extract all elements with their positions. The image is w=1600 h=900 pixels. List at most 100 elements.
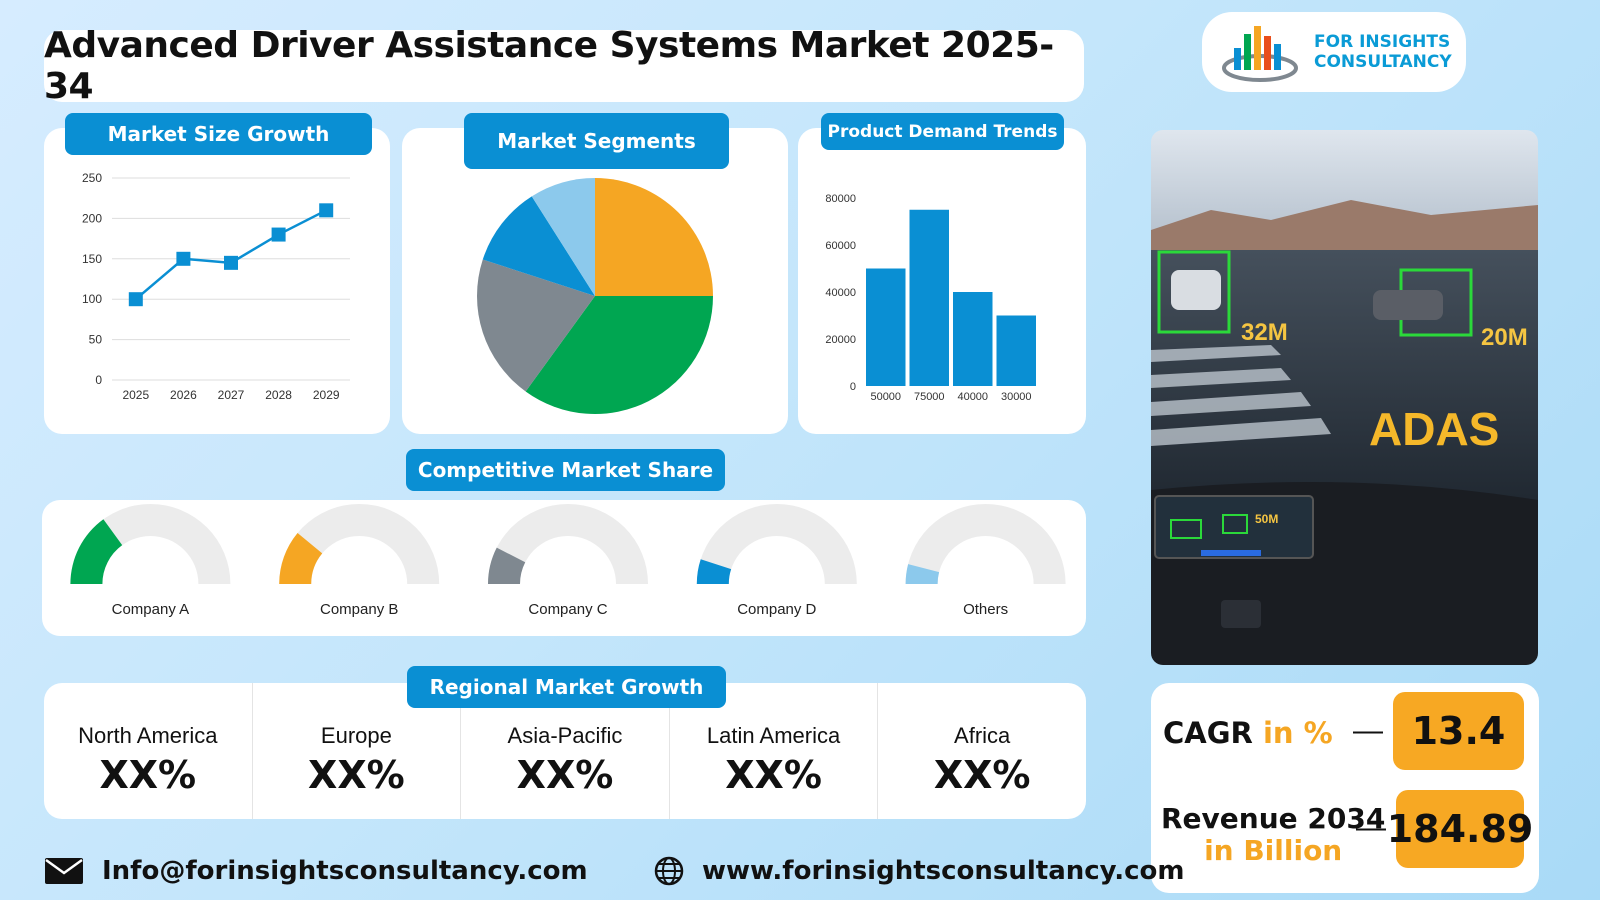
footer-email[interactable]: Info@forinsightsconsultancy.com	[44, 856, 588, 886]
revenue-dash: —	[1356, 811, 1386, 844]
cagr-unit: in %	[1262, 716, 1333, 750]
region-cell: Latin America XX%	[670, 683, 879, 819]
region-name: Africa	[954, 723, 1011, 748]
pie-slice	[482, 196, 595, 296]
region-value: XX%	[725, 753, 822, 797]
product-demand-card: 0 20000 40000 60000 80000 50000 75000 40000 3000…	[798, 128, 1086, 434]
logo[interactable]: FOR INSIGHTS CONSULTANCY	[1202, 12, 1466, 92]
x-tick-label: 2028	[265, 388, 292, 402]
y-tick-label: 200	[82, 211, 102, 225]
page-title: Advanced Driver Assistance Systems Marke…	[44, 25, 1054, 107]
data-point	[319, 203, 334, 218]
revenue-value: 184.89	[1387, 790, 1533, 868]
gauge-track	[70, 504, 231, 584]
globe-icon	[654, 856, 684, 886]
series-line	[134, 209, 327, 301]
kpi-card: CAGR in % — 13.4 Revenue 2034 in Billion…	[1151, 683, 1539, 893]
gauge-label: Company C	[528, 601, 607, 618]
adas-dashboard-image: 32M 20M ADAS 50M	[1151, 130, 1538, 665]
bar	[953, 292, 993, 386]
y-tick-label: 0	[850, 381, 856, 393]
y-tick-label: 50	[89, 333, 103, 347]
photo-label-adas: ADAS	[1369, 403, 1499, 455]
gauge-track	[696, 504, 857, 584]
market-segments-pie-chart	[477, 178, 713, 414]
region-name: Asia-Pacific	[507, 723, 623, 748]
region-cell: North America XX%	[44, 683, 253, 819]
region-name: North America	[78, 723, 218, 748]
gauge-track	[488, 504, 648, 584]
competitive-share-gauges: Company A Company B Company C Company D Othe…	[70, 504, 1066, 618]
region-value: XX%	[308, 753, 405, 797]
gauge-track	[279, 504, 440, 584]
logo-text: FOR INSIGHTS CONSULTANCY	[1314, 32, 1452, 72]
cagr-label: CAGR in %	[1163, 716, 1333, 750]
y-tick-label: 80000	[825, 193, 856, 205]
gauge-fill	[279, 533, 323, 584]
gauge-fill	[70, 519, 123, 584]
cagr-text: CAGR	[1163, 716, 1253, 750]
adas-road-illustration: 32M 20M ADAS 50M	[1151, 130, 1538, 665]
x-tick-label: 2027	[218, 388, 245, 402]
region-value: XX%	[99, 753, 197, 797]
x-tick-label: 2025	[122, 388, 149, 402]
cagr-dash: —	[1353, 714, 1383, 747]
gauge-label: Company B	[320, 601, 398, 618]
y-tick-label: 40000	[825, 287, 856, 299]
y-tick-label: 250	[82, 171, 102, 185]
x-tick-label: 75000	[914, 391, 945, 403]
pie-slice	[525, 296, 713, 414]
market-segments-card	[402, 128, 788, 434]
region-cell: Africa XX%	[878, 683, 1086, 819]
gauge-fill	[905, 564, 940, 584]
market-size-line-chart: 0 50 100 150 200 250 2025 2026 2027 2028 2029	[82, 171, 350, 402]
market-segments-title: Market Segments	[464, 113, 729, 169]
y-tick-label: 150	[82, 252, 102, 266]
gauge-label: Company D	[737, 601, 816, 618]
bar	[866, 268, 906, 386]
y-tick-label: 20000	[825, 334, 856, 346]
x-tick-label: 40000	[957, 391, 988, 403]
title-card: Advanced Driver Assistance Systems Marke…	[44, 25, 1084, 107]
market-size-card: 0 50 100 150 200 250 2025 2026 2027 2028 2029	[44, 128, 390, 434]
website-text[interactable]: www.forinsightsconsultancy.com	[702, 856, 1185, 886]
regional-growth-title: Regional Market Growth	[407, 666, 726, 708]
x-tick-label: 50000	[870, 391, 901, 403]
mail-icon	[45, 858, 83, 884]
photo-label-32m: 32M	[1241, 319, 1288, 346]
logo-line-1: FOR INSIGHTS	[1314, 32, 1451, 52]
data-point	[176, 251, 191, 266]
y-tick-label: 60000	[825, 240, 856, 252]
cagr-value: 13.4	[1393, 692, 1524, 770]
data-point	[224, 255, 238, 270]
product-demand-title: Product Demand Trends	[821, 113, 1064, 150]
data-point	[128, 292, 143, 307]
competitive-share-card: Company A Company B Company C Company D Othe…	[42, 500, 1086, 636]
region-name: Latin America	[706, 723, 841, 748]
logo-bars-icon	[1222, 26, 1298, 82]
y-tick-label: 0	[95, 373, 102, 387]
pie-slice	[477, 259, 595, 392]
gauge-track	[905, 504, 1066, 584]
revenue-unit: in Billion	[1204, 834, 1343, 867]
email-text[interactable]: Info@forinsightsconsultancy.com	[102, 856, 588, 886]
product-demand-bar-chart: 0 20000 40000 60000 80000 50000 75000 40000 3000…	[825, 193, 1036, 403]
footer-website[interactable]: www.forinsightsconsultancy.com	[654, 856, 1185, 886]
region-value: XX%	[933, 753, 1031, 797]
bar	[909, 209, 949, 386]
logo-line-2: CONSULTANCY	[1314, 52, 1452, 72]
gauge-fill	[696, 559, 732, 584]
pie-slice	[531, 178, 595, 296]
gauge-label: Company A	[112, 601, 190, 618]
data-point	[271, 227, 286, 242]
y-tick-label: 100	[82, 292, 102, 306]
competitive-share-title: Competitive Market Share	[406, 449, 725, 491]
x-tick-label: 2026	[170, 388, 197, 402]
region-cell: Asia-Pacific XX%	[461, 683, 670, 819]
revenue-label: Revenue 2034 in Billion	[1161, 803, 1385, 867]
gauge-label: Others	[963, 601, 1008, 618]
market-size-title: Market Size Growth	[65, 113, 372, 155]
revenue-text: Revenue 2034	[1161, 802, 1386, 835]
photo-label-50m: 50M	[1255, 512, 1278, 526]
photo-label-20m: 20M	[1481, 324, 1528, 351]
